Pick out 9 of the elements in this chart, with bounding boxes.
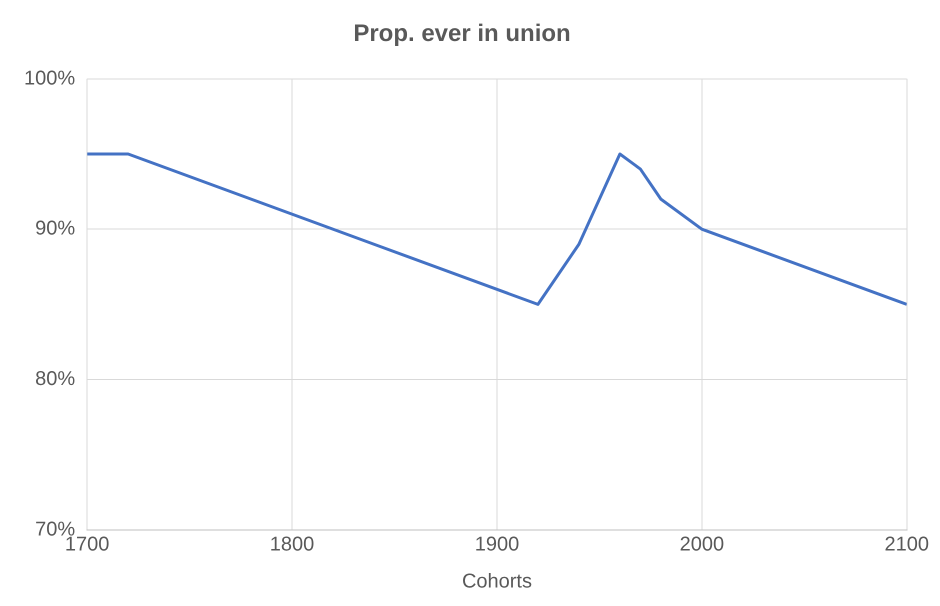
x-tick-label: 1900 <box>474 534 520 556</box>
chart-title: Prop. ever in union <box>353 20 571 48</box>
x-axis-title: Cohorts <box>462 570 532 593</box>
y-tick-label: 100% <box>24 67 76 90</box>
y-tick-label: 90% <box>35 218 76 240</box>
x-tick-label: 1800 <box>270 534 314 556</box>
y-tick-label: 80% <box>35 368 76 390</box>
x-tick-label: 2000 <box>680 534 724 556</box>
x-tick-label: 2100 <box>884 534 930 556</box>
